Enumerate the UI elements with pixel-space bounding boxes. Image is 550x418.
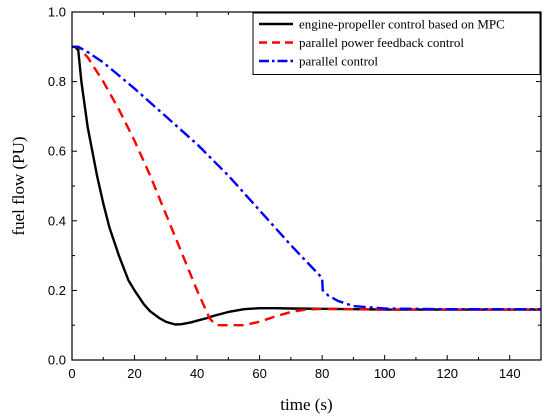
series-line-3 [72, 45, 541, 311]
x-tick-label: 0 [68, 366, 75, 381]
legend-label-1: engine-propeller control based on MPC [299, 17, 505, 32]
x-tick-label: 60 [252, 366, 266, 381]
y-tick-label: 0.8 [48, 74, 66, 89]
x-tick-label: 80 [315, 366, 329, 381]
y-tick-label: 0.0 [48, 353, 66, 368]
legend-label-3: parallel control [299, 54, 378, 69]
y-tick-label: 0.4 [48, 213, 66, 228]
ticks-layer: 0 20 40 60 80 100 120 140 0.0 0.2 0.4 0.6 0.8 1.0 [48, 5, 541, 381]
series-layer [72, 45, 541, 327]
legend-box [252, 12, 541, 75]
x-tick-label: 40 [190, 366, 204, 381]
x-tick-label: 140 [499, 366, 521, 381]
y-tick-label: 0.6 [48, 144, 66, 159]
series-line-1 [72, 45, 541, 326]
y-tick-label: 0.2 [48, 283, 66, 298]
x-tick-label: 100 [374, 366, 396, 381]
y-axis-label: fuel flow (PU) [9, 136, 28, 235]
y-tick-label: 1.0 [48, 5, 66, 20]
x-axis-label: time (s) [280, 395, 332, 414]
x-tick-label: 120 [436, 366, 458, 381]
legend-label-2: parallel power feedback control [299, 35, 464, 50]
series-line-2 [72, 45, 541, 327]
x-tick-label: 20 [127, 366, 141, 381]
legend: engine-propeller control based on MPC par… [252, 12, 541, 75]
